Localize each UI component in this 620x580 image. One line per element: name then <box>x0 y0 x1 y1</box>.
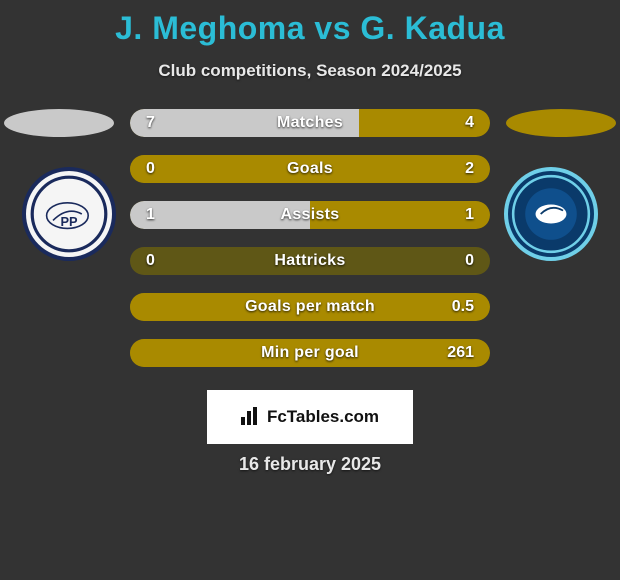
date-text: 16 february 2025 <box>0 454 620 475</box>
stat-row: 11Assists <box>130 201 490 229</box>
stat-row: 0.5Goals per match <box>130 293 490 321</box>
svg-text:PP: PP <box>60 214 78 229</box>
stat-row: 02Goals <box>130 155 490 183</box>
ellipse-left <box>4 109 114 137</box>
stat-label: Matches <box>130 109 490 137</box>
ellipse-right <box>506 109 616 137</box>
team-crest-right <box>504 167 598 261</box>
stat-label: Goals <box>130 155 490 183</box>
stat-label: Hattricks <box>130 247 490 275</box>
stat-label: Assists <box>130 201 490 229</box>
attribution-text: FcTables.com <box>267 407 379 427</box>
team-crest-right-inner <box>508 171 594 257</box>
stat-label: Goals per match <box>130 293 490 321</box>
stat-row: 74Matches <box>130 109 490 137</box>
team-crest-left-inner: PP <box>26 171 112 257</box>
stat-row: 00Hattricks <box>130 247 490 275</box>
team-crest-left: PP <box>22 167 116 261</box>
page-subtitle: Club competitions, Season 2024/2025 <box>0 61 620 81</box>
stat-bars: 74Matches 02Goals 11Assists 00Hattricks 0.5G… <box>130 109 490 385</box>
page-title: J. Meghoma vs G. Kadua <box>0 0 620 47</box>
attribution-badge: FcTables.com <box>207 390 413 444</box>
stat-row: 261Min per goal <box>130 339 490 367</box>
bars-icon <box>241 407 261 428</box>
crest-left-icon: PP <box>29 174 109 254</box>
stat-label: Min per goal <box>130 339 490 367</box>
crest-right-icon <box>508 171 594 257</box>
